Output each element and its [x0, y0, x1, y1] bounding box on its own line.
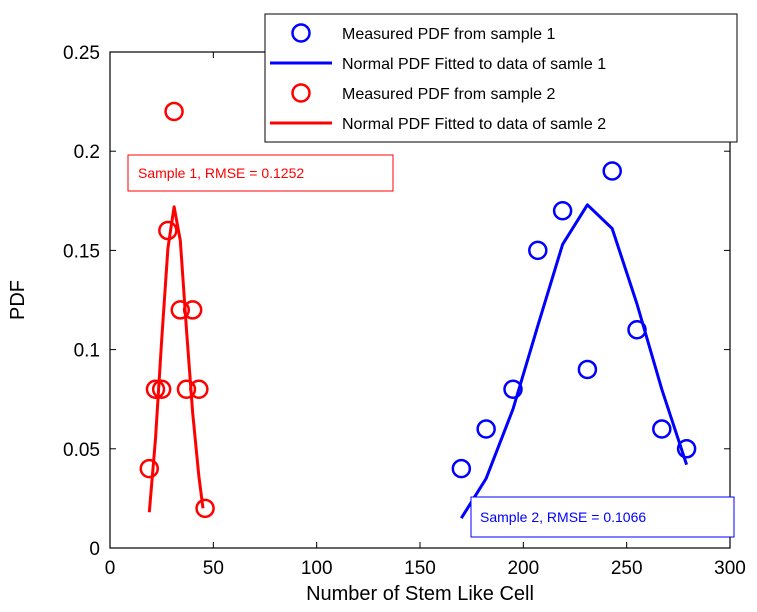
data-point: [182, 300, 203, 320]
data-point: [164, 101, 184, 122]
y-axis-label: PDF: [7, 280, 29, 320]
x-tick-label: 0: [105, 558, 116, 579]
x-tick-label: 200: [507, 558, 539, 579]
data-point: [158, 220, 178, 241]
annotation-sample-1-text: Sample 1, RMSE = 0.1252: [138, 165, 304, 181]
legend-label: Normal PDF Fitted to data of samle 1: [342, 56, 606, 73]
data-point: [528, 240, 548, 261]
data-point: [503, 379, 523, 400]
legend: Measured PDF from sample 1 Normal PDF Fit…: [264, 13, 738, 143]
legend-marker-swatch: [291, 23, 311, 43]
x-tick-label: 50: [203, 558, 224, 579]
data-point: [139, 458, 160, 479]
legend-label: Measured PDF from sample 2: [342, 86, 556, 103]
y-tick-label: 0.2: [74, 142, 100, 163]
x-tick-label: 300: [714, 558, 746, 579]
annotation-sample-2-text: Sample 2, RMSE = 0.1066: [480, 509, 646, 525]
data-point: [476, 419, 496, 439]
fit-line-3: [147, 205, 205, 513]
legend-marker-swatch: [291, 83, 311, 103]
y-tick-label: 0.25: [63, 43, 100, 64]
legend-label: Measured PDF from sample 1: [342, 26, 556, 43]
x-tick-label: 100: [301, 558, 333, 579]
x-tick-label: 150: [404, 558, 436, 579]
data-point: [577, 359, 598, 380]
data-point: [627, 320, 647, 340]
y-tick-label: 0.15: [63, 241, 100, 262]
x-tick-label: 250: [611, 558, 643, 579]
annotation-sample-2-box: [470, 496, 735, 538]
annotation-sample-1: Sample 1, RMSE = 0.1252: [127, 154, 394, 192]
fit-line-1: [460, 203, 689, 519]
data-point: [652, 419, 672, 439]
annotation-sample-2: Sample 2, RMSE = 0.1066: [470, 496, 735, 538]
data-point: [451, 458, 472, 479]
fit-lines: [147, 203, 689, 519]
axis-ticks: 0 50 100 150 200 250 300 0 0.05 0.1 0.15 0.2 0.25: [63, 43, 746, 579]
data-point: [195, 498, 215, 519]
data-point: [602, 161, 622, 181]
y-tick-label: 0.1: [74, 341, 100, 362]
y-tick-label: 0.05: [63, 440, 100, 461]
legend-label: Normal PDF Fitted to data of samle 2: [342, 116, 606, 133]
x-axis-label: Number of Stem Like Cell: [306, 583, 534, 605]
measured-markers: [139, 101, 697, 519]
data-point: [189, 379, 209, 400]
y-tick-label: 0: [89, 539, 100, 560]
data-point: [170, 300, 191, 320]
annotation-sample-1-box: [127, 154, 394, 192]
data-point: [676, 439, 697, 459]
legend-box: [264, 13, 738, 143]
data-point: [151, 379, 172, 400]
data-point: [145, 379, 166, 400]
legend-items: Measured PDF from sample 1 Normal PDF Fit…: [270, 23, 606, 133]
data-point: [176, 379, 197, 400]
data-point: [552, 200, 573, 221]
